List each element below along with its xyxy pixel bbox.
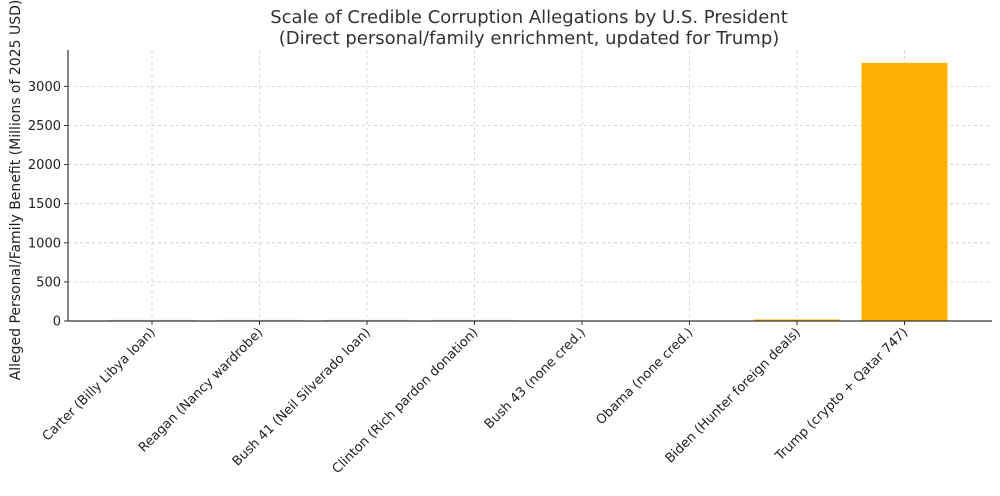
axis-layer bbox=[67, 50, 992, 322]
x-tick-label: Bush 43 (none cred.) bbox=[482, 325, 589, 432]
y-tick-label: 0 bbox=[53, 315, 61, 330]
chart-title-line2: (Direct personal/family enrichment, upda… bbox=[279, 28, 780, 49]
y-tick-label: 3000 bbox=[28, 80, 61, 95]
x-tick-label: Carter (Billy Libya loan) bbox=[40, 325, 159, 444]
bar bbox=[754, 319, 840, 321]
grid-layer bbox=[68, 50, 992, 322]
chart-title-line1: Scale of Credible Corruption Allegations… bbox=[270, 7, 788, 28]
y-tick-layer: 0 500 1000 1500 2000 2500 3000 bbox=[28, 80, 68, 330]
x-tick-layer: Carter (Billy Libya loan)Reagan (Nancy w… bbox=[40, 321, 911, 477]
y-tick-label: 1000 bbox=[28, 236, 61, 251]
y-tick-label: 2000 bbox=[28, 158, 61, 173]
y-tick-label: 1500 bbox=[28, 197, 61, 212]
y-tick-label: 2500 bbox=[28, 119, 61, 134]
y-axis-label: Alleged Personal/Family Benefit (Million… bbox=[8, 0, 24, 380]
bar bbox=[861, 62, 948, 322]
x-tick-label: Reagan (Nancy wardrobe) bbox=[136, 325, 266, 455]
y-tick-label: 500 bbox=[36, 275, 61, 290]
bar-layer bbox=[109, 62, 948, 322]
x-tick-label: Obama (none cred.) bbox=[593, 325, 696, 428]
